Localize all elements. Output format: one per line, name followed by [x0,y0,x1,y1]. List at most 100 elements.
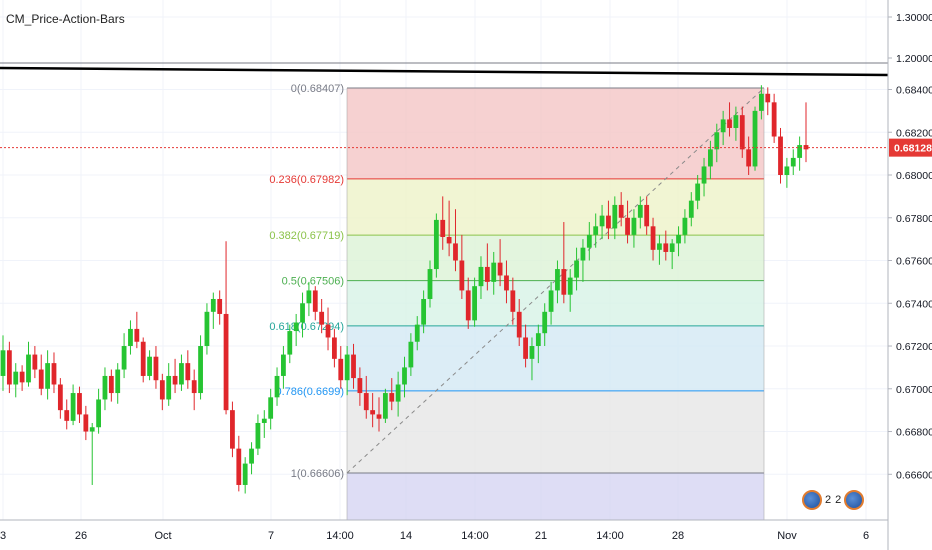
price-tick-label: 1.20000 [896,53,932,65]
candle-body [459,260,465,291]
candle [217,290,223,325]
event-count-a: 2 [825,494,832,506]
candle-body [115,369,121,394]
candle-body [720,119,726,133]
candle-body [688,200,694,218]
candle-body [453,243,458,261]
candle-body [529,346,535,359]
candle [504,260,509,304]
candle-body [338,358,344,381]
candle-body [306,290,312,304]
candle [446,200,452,257]
candle [491,251,497,295]
candle [287,324,293,364]
candle [172,358,178,394]
candle-body [478,266,484,287]
candle-body [523,337,528,359]
candle-body [0,350,6,376]
candle-body [472,286,478,321]
candle-body [204,311,210,347]
candle [115,363,121,404]
fib-level-label: 0.5(0.67506) [282,276,344,288]
candle [561,222,567,304]
candle-body [351,354,356,379]
price-axis: 1.30000 1.20000 0.68400 0.68200 0.68000 0.678… [887,0,932,550]
candle-body [45,363,51,389]
candle-body [644,204,650,227]
candle [19,365,25,391]
economic-events[interactable]: 2 2 [802,487,865,513]
candle-body [765,93,771,103]
candle-body [363,393,369,411]
time-tick-label: Oct [154,530,171,542]
candle-body [331,337,337,359]
candle-body [255,422,261,449]
candle [363,375,369,419]
candle-body [242,463,248,485]
time-tick-label: 28 [672,530,684,542]
candle [548,281,554,325]
candle [210,292,216,329]
time-tick-label: 14:00 [596,530,624,542]
candle-body [102,375,108,400]
candle [179,354,184,391]
fib-zone [347,390,764,473]
candle [427,260,433,308]
candle [688,192,694,227]
event-globe-icon[interactable] [802,490,822,510]
candle [421,290,427,334]
price-tick-label: 1.30000 [896,12,932,24]
fib-level-label: 0(0.68407) [291,83,344,95]
candle-body [593,226,599,235]
candle-body [26,354,31,383]
fib-level-label: 0.382(0.67719) [269,230,344,242]
event-globe-icon[interactable] [844,490,865,510]
candle-body [249,448,254,464]
fib-level-label: 0.236(0.67982) [269,174,344,186]
candle-body [714,132,720,150]
candle-body [51,363,57,385]
candle [433,213,439,278]
price-tick-label: 0.66600 [896,469,932,481]
candle-body [516,311,522,338]
candle-body [395,384,401,402]
candle [586,222,592,261]
candle-body [140,341,146,376]
candle [51,352,57,394]
candle [57,378,63,419]
candle [758,85,764,120]
candle-body [300,303,305,323]
candle-body [77,393,82,415]
candle-body [210,298,216,312]
candle [140,337,146,383]
candle-body [739,115,745,150]
candle-body [465,290,471,321]
candle [752,106,758,171]
candle [676,226,681,257]
candle-body [121,346,127,370]
candle [249,442,254,475]
candle-body [758,93,764,111]
price-tick-label: 0.68400 [896,84,932,96]
candle-body [657,243,662,250]
candle [739,106,745,158]
time-tick-label: 14:00 [326,530,354,542]
candle-body [797,145,803,158]
fib-zone [347,473,764,520]
candle [790,149,796,176]
candle-body [223,313,229,411]
candle-body [682,217,688,235]
fib-level-label: 0.618(0.67294) [269,321,344,333]
candle-body [771,102,777,137]
candle [38,354,44,396]
candle-body [268,397,274,419]
candle-body [370,410,376,415]
candle [89,422,95,485]
price-tick-label: 0.66800 [896,427,932,439]
candle-body [128,328,133,347]
candle [242,457,248,494]
candle [650,217,656,261]
candle [198,335,203,400]
candle-body [535,333,541,347]
